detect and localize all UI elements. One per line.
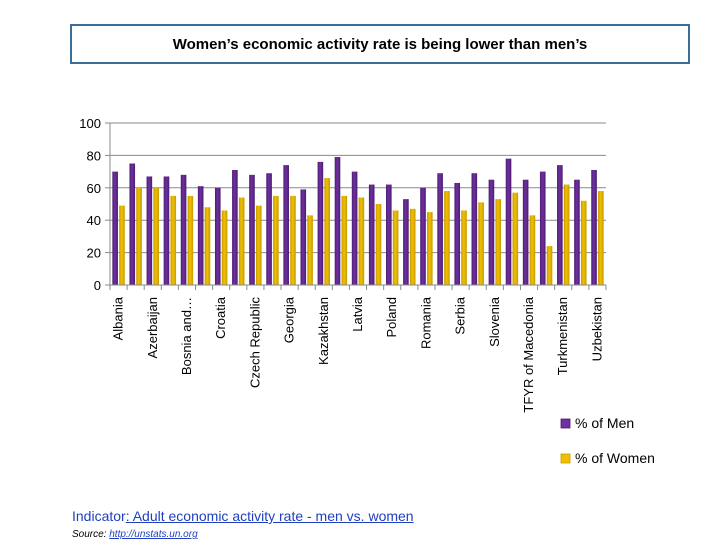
x-tick-label: Poland <box>384 297 399 337</box>
bar-men <box>214 187 221 285</box>
bar-women <box>307 215 313 285</box>
legend-label-men: % of Men <box>575 415 634 431</box>
bar-men <box>539 171 546 285</box>
indicator-label: Indicator <box>72 508 126 524</box>
bar-women <box>427 212 433 285</box>
bar-women <box>204 207 211 285</box>
bar-women <box>580 200 587 285</box>
bar-women <box>324 178 330 285</box>
bar-women <box>221 210 228 285</box>
x-tick-label: Albania <box>111 296 126 340</box>
source-label: Source: <box>72 529 110 540</box>
bar-men <box>129 163 136 285</box>
bar-women <box>478 202 484 285</box>
bar-women <box>170 195 177 285</box>
x-tick-label: Czech Republic <box>247 297 262 389</box>
bar-men <box>163 176 170 285</box>
bar-men <box>557 165 563 285</box>
bar-women <box>255 205 262 285</box>
bar-women <box>546 246 553 285</box>
source-caption: Source: http://unstats.un.org <box>72 529 198 540</box>
y-tick-label: 100 <box>79 116 101 131</box>
chart-title: Women’s economic activity rate is being … <box>172 35 588 53</box>
x-tick-label: Georgia <box>282 296 297 343</box>
bar-women <box>409 208 416 285</box>
bar-men <box>505 158 512 285</box>
bar-men <box>334 157 341 285</box>
y-tick-label: 20 <box>87 246 101 261</box>
bar-men <box>232 169 238 285</box>
bar-men <box>180 174 187 285</box>
x-tick-label: Azerbaijan <box>145 297 160 358</box>
bar-women <box>495 199 502 285</box>
x-tick-label: Uzbekistan <box>589 297 604 361</box>
x-tick-label: Romania <box>418 296 433 349</box>
y-tick-label: 80 <box>87 148 101 163</box>
indicator-caption: Indicator: Adult economic activity rate … <box>72 508 414 524</box>
bar-men <box>420 187 426 285</box>
bar-men <box>351 171 358 285</box>
x-tick-label: Kazakhstan <box>316 297 331 365</box>
bar-women <box>563 184 570 285</box>
legend-swatch-women <box>560 453 571 464</box>
bar-men <box>266 173 272 285</box>
bar-men <box>591 169 597 285</box>
bar-women <box>238 197 245 285</box>
source-link[interactable]: http://unstats.un.org <box>109 529 198 540</box>
bar-men <box>522 179 529 285</box>
bar-men <box>454 182 461 285</box>
x-tick-label: Turkmenistan <box>555 297 570 375</box>
bar-men <box>403 199 409 285</box>
bar-men <box>574 179 580 285</box>
bar-men <box>197 186 204 285</box>
x-tick-label: Bosnia and… <box>179 297 194 375</box>
bar-men <box>112 171 118 285</box>
bar-men <box>368 184 375 285</box>
bar-women <box>358 197 365 285</box>
y-tick-label: 60 <box>87 181 101 196</box>
bar-women <box>529 215 536 285</box>
chart-title-box: Women’s economic activity rate is being … <box>70 24 690 64</box>
x-tick-label: Serbia <box>453 296 468 334</box>
bar-women <box>136 187 142 285</box>
x-tick-label: TFYR of Macedonia <box>521 296 536 412</box>
y-tick-label: 40 <box>87 213 101 228</box>
bar-men <box>300 189 307 285</box>
bar-women <box>375 204 382 285</box>
bar-men <box>283 165 289 285</box>
bar-women <box>153 187 159 285</box>
bar-men <box>317 161 324 285</box>
indicator-value: : Adult economic activity rate - men vs.… <box>125 508 414 524</box>
bar-women <box>461 210 467 285</box>
bar-men <box>471 173 478 285</box>
x-tick-label: Slovenia <box>487 296 502 347</box>
bar-women <box>119 205 125 285</box>
bar-women <box>598 191 604 285</box>
y-tick-label: 0 <box>94 278 101 293</box>
bar-men <box>488 179 495 285</box>
bar-men <box>146 176 153 285</box>
bar-women <box>290 195 296 285</box>
bar-men <box>437 173 443 285</box>
bar-women <box>341 195 348 285</box>
bar-women <box>273 195 279 285</box>
bar-women <box>444 191 450 285</box>
x-tick-label: Latvia <box>350 296 365 331</box>
legend-label-women: % of Women <box>575 450 655 466</box>
bar-women <box>187 195 194 285</box>
x-tick-label: Croatia <box>213 296 228 339</box>
bar-women <box>512 192 519 285</box>
bar-women <box>392 210 399 285</box>
legend-swatch-men <box>560 418 571 429</box>
bar-men <box>249 174 255 285</box>
bar-men <box>386 184 392 285</box>
